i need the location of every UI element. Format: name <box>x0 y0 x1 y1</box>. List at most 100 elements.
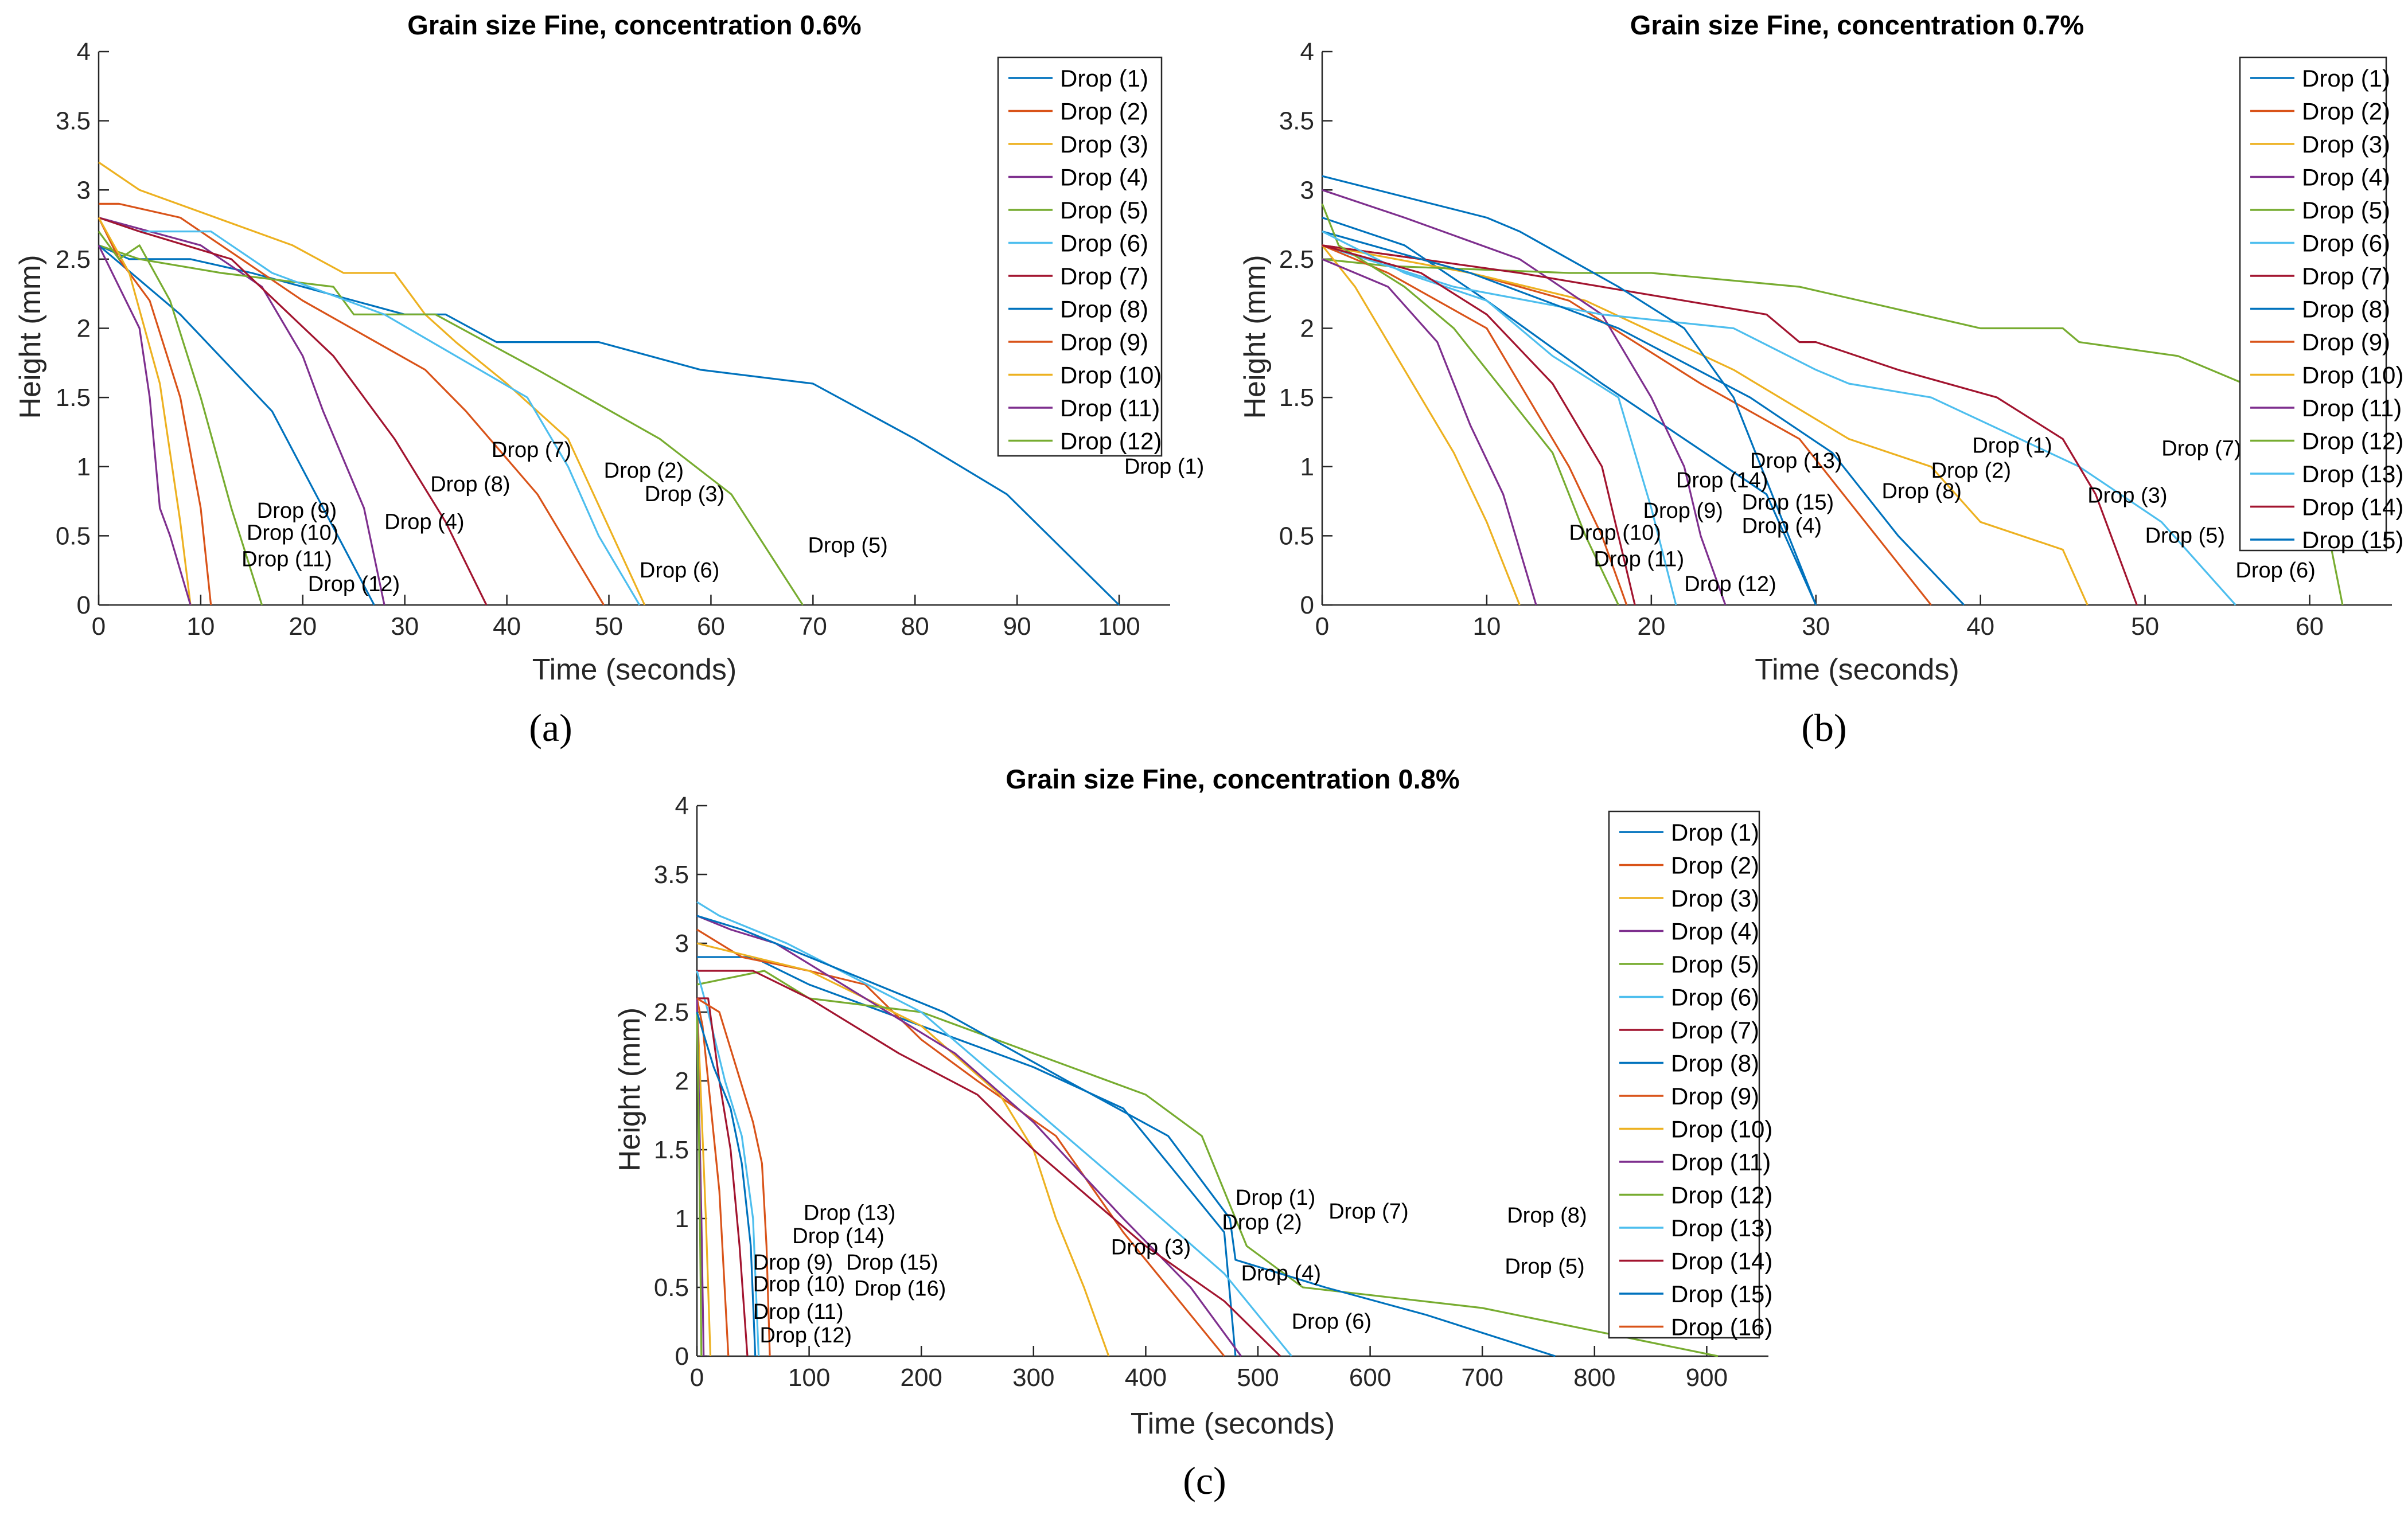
x-tick-label: 50 <box>2131 612 2159 641</box>
drop-annotation: Drop (2) <box>604 459 684 483</box>
series-line-drop-8 <box>98 244 375 606</box>
drop-annotation: Drop (3) <box>2087 483 2167 507</box>
y-tick-label: 2 <box>675 1067 689 1095</box>
series-line-drop-2 <box>696 928 1225 1357</box>
legend-label: Drop (11) <box>1671 1149 1771 1176</box>
drop-annotation: Drop (15) <box>1742 491 1834 515</box>
y-tick-label: 2.5 <box>654 998 689 1026</box>
x-tick-label: 700 <box>1462 1364 1503 1392</box>
series-line-drop-13 <box>1322 231 1677 606</box>
drop-annotation: Drop (4) <box>1241 1262 1321 1286</box>
series-line-drop-16 <box>696 997 771 1357</box>
y-tick-label: 4 <box>1300 38 1314 66</box>
series-line-drop-9 <box>98 217 212 606</box>
chart-panel-a: 00.511.522.533.540 10 20 30 40 50 60 70 80 90 100G… <box>14 10 1204 749</box>
legend-label: Drop (2) <box>1671 852 1759 879</box>
drop-annotation: Drop (15) <box>846 1251 938 1275</box>
legend-label: Drop (15) <box>1671 1280 1772 1307</box>
series-group <box>696 901 1719 1357</box>
y-tick-label: 3 <box>1300 176 1314 204</box>
drop-annotation: Drop (9) <box>257 499 337 523</box>
drop-annotation: Drop (5) <box>2145 524 2225 548</box>
series-line-drop-14 <box>1322 244 1636 606</box>
series-line-drop-7 <box>1322 244 2138 606</box>
x-tick-label: 60 <box>2296 612 2324 641</box>
x-tick-label: 0 <box>92 612 106 641</box>
y-tick-label: 2 <box>77 315 91 343</box>
legend-label: Drop (8) <box>2302 296 2390 323</box>
drop-annotation: Drop (7) <box>2161 436 2241 460</box>
y-tick-label: 1.5 <box>56 384 91 412</box>
x-tick-label: 70 <box>799 612 827 641</box>
y-axis-label: Height (mm) <box>14 255 47 419</box>
drop-annotation: Drop (7) <box>1328 1200 1408 1224</box>
legend-label: Drop (5) <box>1671 951 1759 978</box>
panel-caption: (a) <box>529 706 572 749</box>
series-line-drop-13 <box>696 970 760 1357</box>
series-line-drop-12 <box>98 231 263 606</box>
series-line-drop-8 <box>1322 231 1965 606</box>
x-tick-label: 50 <box>595 612 623 641</box>
series-line-drop-14 <box>697 997 749 1357</box>
drop-annotation: Drop (11) <box>753 1300 844 1324</box>
drop-annotation: Drop (8) <box>430 473 510 497</box>
drop-annotation: Drop (5) <box>808 533 887 557</box>
legend-label: Drop (9) <box>1671 1083 1759 1110</box>
x-tick-label: 100 <box>788 1364 830 1392</box>
y-tick-label: 4 <box>675 792 689 820</box>
drop-annotation: Drop (8) <box>1882 479 1962 503</box>
series-line-drop-1 <box>1322 216 1817 606</box>
x-tick-label: 500 <box>1237 1364 1279 1392</box>
y-tick-label: 1.5 <box>654 1136 689 1164</box>
legend-label: Drop (4) <box>1060 164 1148 191</box>
legend-label: Drop (8) <box>1060 296 1148 323</box>
y-tick-label: 2.5 <box>56 245 91 274</box>
drop-annotation: Drop (12) <box>760 1323 852 1348</box>
legend-label: Drop (6) <box>1060 230 1148 257</box>
legend-label: Drop (8) <box>1671 1050 1759 1077</box>
legend-label: Drop (1) <box>1671 819 1759 846</box>
y-tick-label: 1 <box>1300 453 1314 481</box>
x-tick-label: 100 <box>1098 612 1140 641</box>
x-tick-label: 10 <box>1472 612 1501 641</box>
series-line-drop-1 <box>697 956 1237 1357</box>
x-axis-label: Time (seconds) <box>1755 653 1959 686</box>
series-line-drop-7 <box>98 216 488 606</box>
y-tick-label: 0 <box>675 1342 689 1370</box>
legend-box <box>997 56 1163 457</box>
legend-label: Drop (11) <box>2302 395 2402 421</box>
drop-annotation: Drop (14) <box>792 1224 885 1248</box>
legend-label: Drop (3) <box>1060 131 1148 158</box>
legend-label: Drop (14) <box>1671 1248 1772 1275</box>
drop-annotation: Drop (13) <box>804 1201 896 1225</box>
x-tick-label: 900 <box>1686 1364 1728 1392</box>
series-line-drop-8 <box>696 915 1556 1357</box>
series-line-drop-3 <box>696 942 1110 1357</box>
x-axis-label: Time (seconds) <box>532 653 737 686</box>
legend-label: Drop (15) <box>2302 526 2403 553</box>
legend-label: Drop (3) <box>1671 885 1759 912</box>
legend-label: Drop (14) <box>2302 494 2403 521</box>
series-line-drop-12 <box>696 1012 703 1357</box>
legend-label: Drop (5) <box>1060 197 1148 224</box>
series-line-drop-10 <box>1321 244 1521 606</box>
legend-label: Drop (1) <box>1060 65 1148 92</box>
y-tick-label: 3.5 <box>654 861 689 889</box>
series-line-drop-5 <box>98 244 804 606</box>
y-tick-label: 1 <box>77 453 91 481</box>
legend-label: Drop (4) <box>2302 164 2390 191</box>
y-tick-label: 0.5 <box>654 1274 689 1302</box>
series-line-drop-4 <box>1322 189 1727 606</box>
drop-annotation: Drop (2) <box>1931 459 2011 483</box>
y-tick-label: 3 <box>77 176 91 204</box>
series-line-drop-3 <box>1322 244 2089 606</box>
drop-annotation: Drop (12) <box>308 572 400 596</box>
series-line-drop-10 <box>98 217 192 606</box>
drop-annotation: Drop (3) <box>1111 1235 1191 1259</box>
x-tick-label: 600 <box>1349 1364 1391 1392</box>
y-tick-label: 3.5 <box>1279 107 1314 135</box>
y-tick-label: 0.5 <box>1279 522 1314 550</box>
series-line-drop-1 <box>98 244 1120 606</box>
legend-label: Drop (7) <box>2302 263 2390 290</box>
series-line-drop-7 <box>697 970 1281 1357</box>
